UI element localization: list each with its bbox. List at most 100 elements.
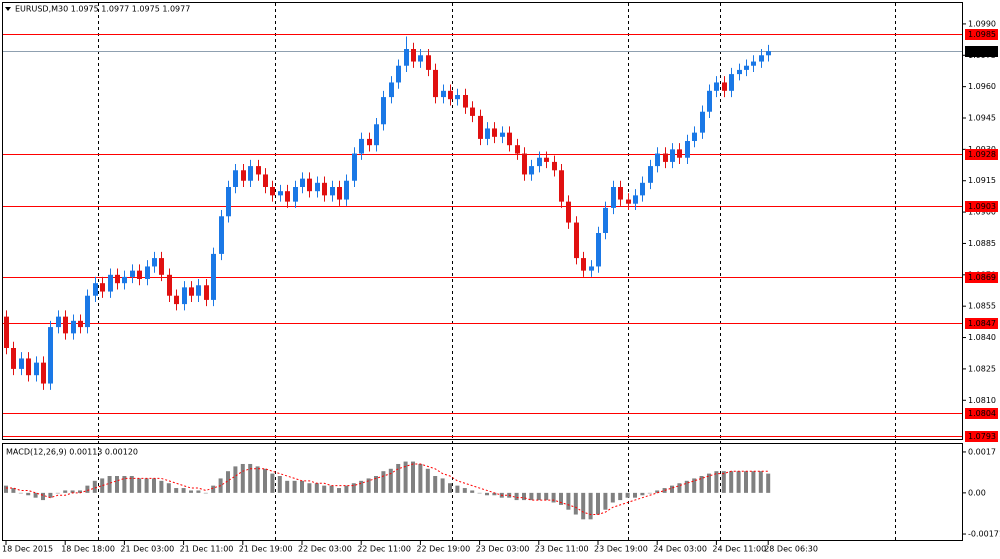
candle-body (389, 82, 394, 98)
macd-bar (440, 478, 445, 493)
macd-bar (566, 492, 571, 510)
candle-body (626, 199, 631, 204)
macd-bar (263, 468, 267, 493)
macd-bar (714, 471, 719, 493)
y-tick-label: 1.0825 (968, 364, 996, 373)
macd-bar (529, 492, 534, 501)
candle-body (293, 187, 298, 202)
candle-body (618, 187, 623, 200)
x-tick-label: 22 Dec 19:00 (416, 545, 470, 554)
macd-panel (2, 443, 963, 541)
candle-body (167, 274, 172, 296)
macd-bar (462, 488, 467, 493)
macd-bar (388, 468, 393, 493)
macd-bar (359, 480, 364, 493)
signal-line (6, 463, 769, 516)
macd-bar (551, 492, 556, 503)
macd-bar (41, 492, 45, 501)
candle-body (285, 191, 290, 202)
candle-body (159, 258, 164, 275)
candle-body (455, 95, 460, 100)
candle-body (596, 233, 601, 267)
x-tick-label: 21 Dec 19:00 (239, 545, 293, 554)
macd-bar (640, 492, 645, 496)
macd-bar (536, 492, 541, 501)
candle-body (352, 153, 357, 181)
candle-body (714, 82, 719, 91)
menu-arrow[interactable] (5, 7, 11, 11)
macd-bar (129, 476, 134, 493)
candle-body (137, 270, 142, 279)
candle-body (219, 216, 224, 254)
macd-bar (351, 483, 356, 493)
macd-bar (100, 478, 105, 493)
candle-body (189, 287, 194, 296)
macd-bar (662, 488, 667, 493)
candle-body (544, 157, 549, 162)
macd-bar (181, 488, 186, 493)
candle-body (100, 283, 105, 292)
candle-body (196, 285, 201, 296)
candle-body (633, 195, 638, 204)
last-price-box (965, 46, 998, 57)
macd-bar (448, 483, 452, 493)
macd-bar (588, 492, 593, 520)
candle-body (522, 153, 527, 175)
macd-bar (699, 476, 704, 493)
macd-bar (559, 492, 563, 505)
candle-body (396, 65, 401, 83)
candle-body (537, 157, 542, 167)
candle-body (322, 182, 327, 196)
candle-body (411, 49, 416, 62)
macd-bar (766, 473, 771, 493)
candle-body (241, 170, 246, 181)
candle-body (729, 74, 734, 91)
candle-body (26, 358, 31, 376)
x-tick-label: 23 Dec 03:00 (476, 545, 530, 554)
macd-bar (485, 492, 489, 496)
macd-bar (226, 471, 230, 493)
candle-body (41, 362, 46, 384)
candle-body (648, 166, 653, 183)
macd-bar (618, 492, 623, 501)
x-tick-label: 28 Dec 06:30 (764, 545, 818, 554)
y-tick-label: 0.00 (968, 488, 986, 497)
macd-bar (11, 488, 16, 493)
candle-body (145, 266, 150, 279)
x-tick-label: 21 Dec 03:00 (120, 545, 174, 554)
macd-bar (596, 492, 600, 515)
candle-body (663, 153, 668, 162)
candle-body (34, 362, 39, 376)
candle-body (515, 145, 520, 154)
macd-bar (137, 478, 142, 493)
candle-body (655, 153, 660, 167)
level-label-box (965, 431, 998, 442)
macd-bar (92, 480, 97, 493)
macd-bar (270, 473, 275, 493)
macd-bar (159, 480, 164, 493)
candle-body (507, 132, 512, 146)
macd-bar (166, 483, 171, 493)
candle-body (315, 182, 320, 192)
candle-body (677, 149, 682, 158)
candle-body (63, 316, 68, 334)
candle-body (737, 69, 742, 75)
macd-bar (4, 485, 8, 493)
y-tick-label: 1.0840 (968, 333, 996, 342)
macd-bar (433, 476, 438, 493)
macd-header: MACD(12,26,9) 0.00113 0.00120 (6, 448, 138, 457)
macd-bar (396, 463, 401, 493)
macd-bar (492, 492, 497, 496)
x-tick-label: 22 Dec 11:00 (357, 545, 411, 554)
x-tick-label: 18 Dec 18:00 (61, 545, 115, 554)
candle-body (367, 138, 372, 146)
macd-bar (758, 471, 763, 493)
macd-bar (78, 490, 82, 493)
macd-bar (684, 480, 689, 493)
candle-body (374, 124, 379, 146)
macd-bar (425, 468, 430, 493)
x-tick-label: 18 Dec 2015 (2, 545, 53, 554)
macd-bar (603, 492, 608, 510)
candle-body (48, 327, 53, 384)
